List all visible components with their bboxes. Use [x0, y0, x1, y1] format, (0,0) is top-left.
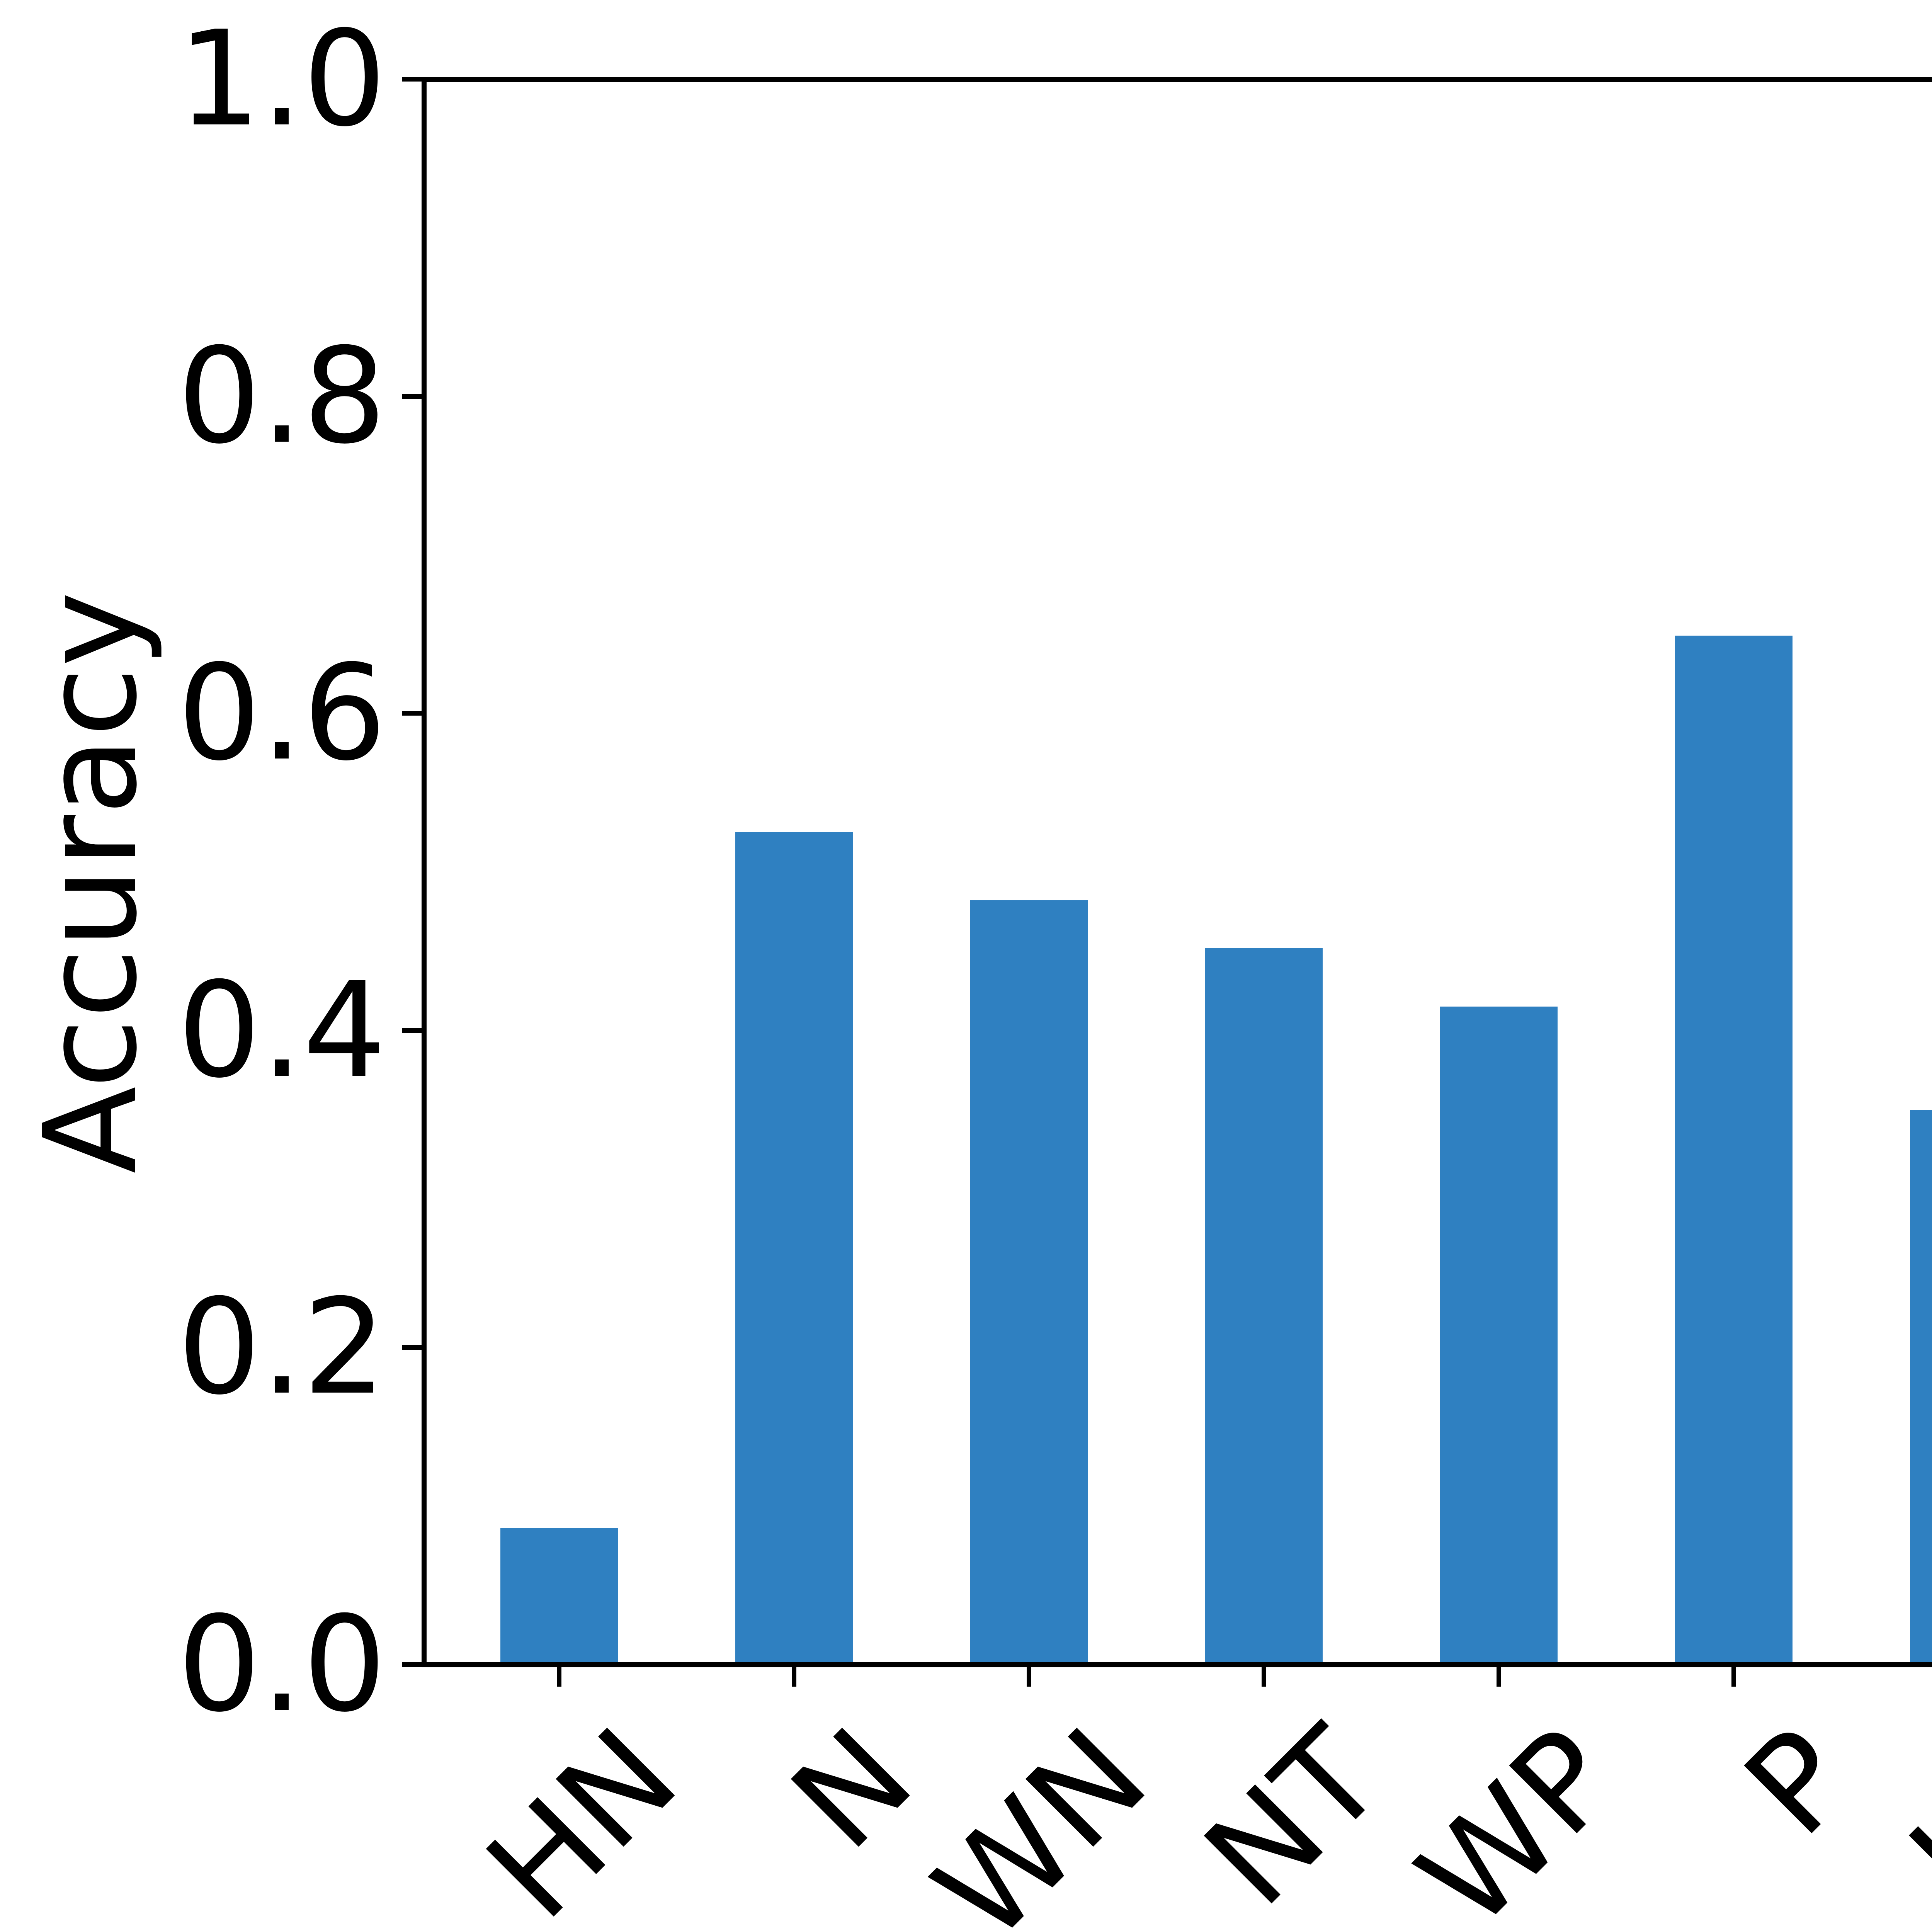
y-tick-mark-0.0 [402, 1662, 422, 1667]
x-tick-mark-WP [1497, 1667, 1501, 1687]
x-tick-label-WN: WN [906, 1700, 1176, 1932]
y-tick-mark-0.6 [402, 711, 422, 716]
y-tick-label-0.8: 0.8 [177, 320, 386, 473]
y-tick-mark-1.0 [402, 77, 422, 82]
bar-HN [500, 1528, 618, 1665]
bar-WN [970, 900, 1088, 1665]
bar-P [1675, 636, 1793, 1665]
x-tick-mark-P [1731, 1667, 1736, 1687]
bar-HP [1910, 1110, 1932, 1665]
bar-NT [1205, 948, 1323, 1665]
x-tick-label-HN: HN [458, 1700, 706, 1932]
y-axis-label: Accuracy [17, 591, 165, 1174]
x-tick-mark-N [792, 1667, 796, 1687]
y-tick-label-0.2: 0.2 [177, 1271, 386, 1424]
x-tick-label-NT: NT [1176, 1700, 1411, 1932]
y-tick-label-0.4: 0.4 [177, 954, 386, 1107]
y-tick-label-0.0: 0.0 [177, 1588, 386, 1741]
x-tick-label-P: P [1716, 1700, 1881, 1865]
bar-N [735, 832, 853, 1665]
y-tick-mark-0.4 [402, 1028, 422, 1033]
y-tick-mark-0.2 [402, 1345, 422, 1350]
x-tick-label-WP: WP [1389, 1700, 1646, 1932]
x-tick-mark-WN [1027, 1667, 1031, 1687]
x-tick-mark-NT [1262, 1667, 1266, 1687]
x-tick-mark-HN [557, 1667, 561, 1687]
bar-WP [1440, 1007, 1558, 1665]
y-tick-label-1.0: 1.0 [177, 3, 386, 156]
y-tick-mark-0.8 [402, 394, 422, 399]
x-tick-label-HP: HP [1881, 1700, 1932, 1932]
x-tick-label-N: N [763, 1700, 941, 1878]
y-tick-label-0.6: 0.6 [177, 637, 386, 790]
